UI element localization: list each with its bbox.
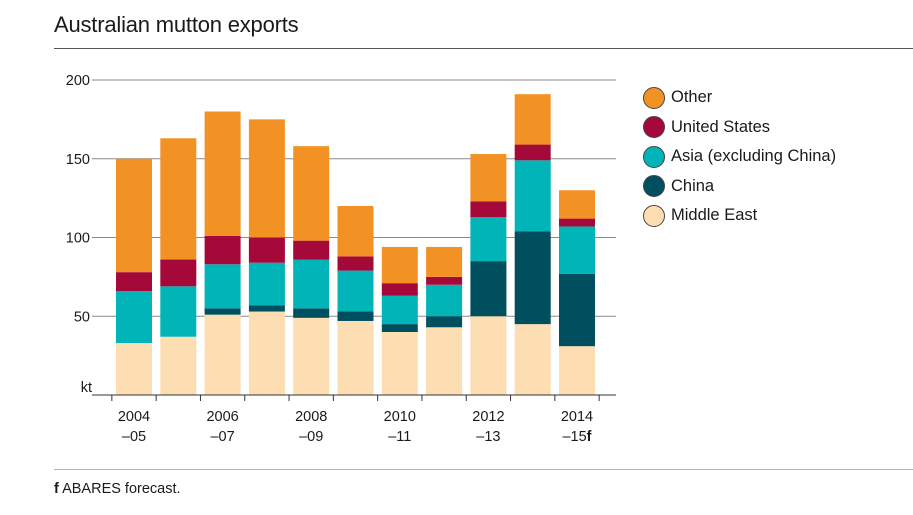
bar-segment-other-8 [470,154,507,202]
footnote-text: ABARES forecast. [62,481,181,497]
bar-segment-middle-east-0 [116,343,152,395]
legend-item-china: China [643,172,836,202]
bar-segment-other-2 [204,111,241,236]
bar-segment-united-states-2 [204,235,241,265]
legend-swatch-asia [643,145,665,168]
title-divider [54,48,913,49]
bar-segment-united-states-1 [160,259,197,287]
legend-item-other: Other [643,83,836,113]
legend-label-other: Other [671,88,713,107]
bar-segment-other-6 [381,246,418,284]
bar-segment-asia-excluding-china--0 [116,291,152,344]
bar-segment-asia-excluding-china--10 [559,226,595,274]
y-tick-label-100: 100 [66,231,90,247]
bar-segment-middle-east-4 [293,317,330,395]
x-tick-label-0-line1: 2004 [118,409,150,425]
bar-segment-united-states-0 [116,272,152,292]
bar-segment-other-4 [293,146,330,241]
bar-segment-other-1 [160,138,197,260]
bar-segment-united-states-8 [470,201,507,218]
bar-segment-china-10 [559,273,595,347]
bar-segment-other-0 [116,158,152,273]
x-tick-label-6-line1: 2010 [384,409,416,425]
bar-segment-china-3 [248,305,285,312]
bar-segment-asia-excluding-china--4 [293,259,330,309]
bar-segment-middle-east-8 [470,316,507,395]
bar-segment-other-5 [337,206,374,257]
legend-label-asia: Asia (excluding China) [671,147,837,166]
bar-segment-china-5 [337,311,374,321]
bar-segment-asia-excluding-china--8 [470,217,507,262]
bar-segment-other-10 [559,190,595,219]
y-tick-label-50: 50 [74,309,90,325]
bar-segment-china-9 [514,231,551,325]
chart-title: Australian mutton exports [54,12,299,37]
legend-swatch-china [643,175,665,198]
legend-swatch-other [643,86,665,109]
x-tick-label-2-line2: –07 [210,429,234,445]
x-tick-label-0-line2: –05 [122,429,146,445]
footnote: f ABARES forecast. [54,481,181,497]
bar-segment-middle-east-7 [426,327,463,395]
bar-segment-asia-excluding-china--9 [514,160,551,232]
legend-item-middle-east: Middle East [643,201,836,231]
legend-swatch-united-states [643,116,665,139]
bar-segment-united-states-6 [381,283,418,296]
bar-segment-united-states-7 [426,276,463,285]
x-tick-label-4-line1: 2008 [295,409,327,425]
bar-segment-other-3 [248,119,285,238]
bar-segment-united-states-9 [514,144,551,161]
legend: Other United States Asia (excluding Chin… [643,83,836,231]
legend-item-united-states: United States [643,113,836,143]
bar-segment-united-states-4 [293,240,330,260]
bar-segment-united-states-10 [559,218,595,227]
bar-segment-middle-east-1 [160,336,197,395]
bar-segment-asia-excluding-china--3 [248,262,285,306]
legend-item-asia: Asia (excluding China) [643,142,836,172]
x-tick-label-10-line2: –15f [562,429,591,445]
bar-segment-united-states-3 [248,237,285,263]
bar-segment-middle-east-5 [337,320,374,395]
x-tick-label-4-line2: –09 [299,429,323,445]
footnote-marker: f [54,481,59,497]
bar-segment-middle-east-3 [248,311,285,395]
footnote-divider [54,469,913,470]
bar-segment-china-7 [426,316,463,328]
x-tick-label-2-line1: 2006 [206,409,238,425]
x-tick-label-8-line1: 2012 [472,409,504,425]
legend-label-united-states: United States [671,117,771,136]
y-tick-label-150: 150 [66,152,90,168]
bar-segment-china-4 [293,308,330,318]
forecast-marker: f [587,429,592,445]
legend-label-middle-east: Middle East [671,206,758,225]
bar-segment-middle-east-10 [559,346,595,395]
bar-segment-other-7 [426,246,463,277]
legend-swatch-middle-east [643,204,665,227]
x-tick-label-6-line2: –11 [388,429,411,445]
y-axis-label: kt [81,380,92,396]
bar-segment-china-6 [381,324,418,332]
bar-segment-asia-excluding-china--7 [426,284,463,317]
x-tick-label-8-line2: –13 [476,429,500,445]
bar-segment-middle-east-6 [381,332,418,395]
bar-segment-asia-excluding-china--6 [381,295,418,325]
bar-segment-other-9 [514,94,551,145]
bar-segment-asia-excluding-china--5 [337,270,374,312]
bar-segment-china-2 [204,308,241,315]
bar-segment-middle-east-2 [204,314,241,395]
x-tick-label-10-line1: 2014 [561,409,593,425]
bar-segment-asia-excluding-china--1 [160,286,197,337]
y-tick-label-200: 200 [66,73,90,89]
chart-plot: 50 100 150 200 kt 2004 –05 2006 –07 2008 –09 2010 –1… [66,73,616,445]
legend-label-china: China [671,176,715,195]
bar-segment-asia-excluding-china--2 [204,264,241,309]
bar-segment-united-states-5 [337,256,374,271]
bar-segment-middle-east-9 [514,324,551,395]
bar-segment-china-8 [470,261,507,317]
